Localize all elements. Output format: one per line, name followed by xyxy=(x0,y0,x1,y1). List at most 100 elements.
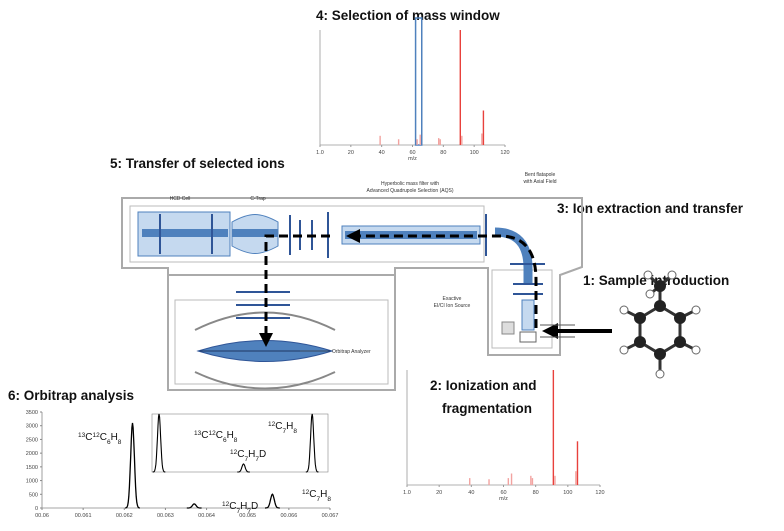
step-title: 6: Orbitrap analysis xyxy=(8,388,134,403)
formula: 13C12C6H8 xyxy=(194,430,238,444)
formula-part: C xyxy=(229,501,236,512)
part-label: Bent flatapole xyxy=(525,172,556,178)
formula-part: 6 xyxy=(223,437,227,444)
part-label: HCD Cell xyxy=(170,196,191,202)
formula-part: 12 xyxy=(302,489,310,496)
part-label: EI/CI Ion Source xyxy=(434,303,471,309)
formula: 12C7H8 xyxy=(302,489,331,503)
formula: 13C12C6H8 xyxy=(78,432,122,446)
x-tick-label: 00.063 xyxy=(157,513,174,519)
molecule xyxy=(619,270,701,379)
part-label: Exactive xyxy=(443,296,462,302)
formula-part: H xyxy=(286,421,293,432)
formula-part: 7 xyxy=(236,508,240,515)
step-title: 3: Ion extraction and transfer xyxy=(557,201,744,216)
instrument xyxy=(121,197,612,391)
x-tick-label: 00.06 xyxy=(35,513,49,519)
formula-part: 6 xyxy=(107,439,111,446)
formula-part: D xyxy=(259,449,266,460)
x-tick-label: 1.0 xyxy=(403,490,411,496)
formula-part: 12 xyxy=(268,421,276,428)
x-tick-label: 120 xyxy=(595,490,604,496)
x-tick-label: 20 xyxy=(348,150,354,156)
y-tick-label: 1000 xyxy=(26,479,38,485)
y-tick-label: 3500 xyxy=(26,410,38,416)
mass-window xyxy=(414,17,423,146)
y-tick-label: 0 xyxy=(35,506,38,512)
formula: 12C7H7D xyxy=(230,449,266,463)
x-tick-label: 80 xyxy=(440,150,446,156)
x-tick-label: 60 xyxy=(500,490,506,496)
part-label: Hyperbolic mass filter with xyxy=(381,181,439,187)
formula-part: C xyxy=(275,421,282,432)
part-label: Orbitrap Analyzer xyxy=(332,349,371,355)
y-tick-label: 2000 xyxy=(26,451,38,457)
x-axis-label: m/z xyxy=(408,156,417,162)
formula-part: C xyxy=(85,432,92,443)
formula-part: C xyxy=(237,449,244,460)
y-tick-label: 500 xyxy=(29,492,38,498)
formula-part: 8 xyxy=(327,496,331,503)
inset-peak xyxy=(305,413,319,473)
formula-part: C xyxy=(100,432,107,443)
spectrum-frame xyxy=(319,30,505,146)
step-title: 4: Selection of mass window xyxy=(316,8,500,23)
part-label: with Axial Field xyxy=(523,179,556,185)
x-tick-label: 00.061 xyxy=(75,513,92,519)
x-tick-label: 60 xyxy=(409,150,415,156)
x-tick-label: 00.066 xyxy=(280,513,297,519)
formula-part: 13 xyxy=(194,430,202,437)
formula-part: 8 xyxy=(293,428,297,435)
inset-peak xyxy=(152,413,166,473)
step-title: 5: Transfer of selected ions xyxy=(110,156,285,171)
formula-part: 12 xyxy=(230,449,238,456)
formula-part: 7 xyxy=(282,428,286,435)
peak xyxy=(124,422,141,509)
formula-part: H xyxy=(227,430,234,441)
formula-part: C xyxy=(309,489,316,500)
y-tick-label: 1500 xyxy=(26,465,38,471)
formula-part: C xyxy=(201,430,208,441)
formula-part: 7 xyxy=(255,456,259,463)
formula-part: 13 xyxy=(78,432,86,439)
formula-part: H xyxy=(111,432,118,443)
x-tick-label: 00.064 xyxy=(198,513,215,519)
formula-part: 8 xyxy=(118,439,122,446)
y-tick-label: 2500 xyxy=(26,437,38,443)
x-axis-label: m/z xyxy=(499,496,508,502)
formula-part: 12 xyxy=(208,430,216,437)
formula: 12C7H8 xyxy=(268,421,297,435)
formula-part: 12 xyxy=(222,501,230,508)
x-tick-label: 00.065 xyxy=(239,513,256,519)
formula-part: 8 xyxy=(234,437,238,444)
formula-part: 12 xyxy=(92,432,100,439)
formula-part: 7 xyxy=(247,508,251,515)
step-title: fragmentation xyxy=(442,401,532,416)
x-tick-label: 100 xyxy=(563,490,572,496)
x-tick-label: 80 xyxy=(533,490,539,496)
inset-peak xyxy=(237,463,250,473)
formula-part: 7 xyxy=(244,456,248,463)
part-label: C-Trap xyxy=(250,196,266,202)
formula-part: 7 xyxy=(316,496,320,503)
x-tick-label: 20 xyxy=(436,490,442,496)
x-tick-label: 00.062 xyxy=(116,513,133,519)
x-tick-label: 40 xyxy=(468,490,474,496)
formula-part: D xyxy=(251,501,258,512)
x-tick-label: 1.0 xyxy=(316,150,324,156)
step-title: 2: Ionization and xyxy=(430,378,537,393)
inset-frame xyxy=(151,413,329,473)
part-label: Advanced Quadrupole Selection (AQS) xyxy=(367,188,454,194)
y-tick-label: 3000 xyxy=(26,424,38,430)
x-tick-label: 120 xyxy=(500,150,509,156)
x-tick-label: 00.067 xyxy=(322,513,339,519)
formula: 12C7H7D xyxy=(222,501,258,515)
x-tick-label: 40 xyxy=(379,150,385,156)
x-tick-label: 100 xyxy=(470,150,479,156)
formula-part: H xyxy=(248,449,255,460)
peak xyxy=(186,503,202,509)
peak xyxy=(265,493,280,509)
formula-part: C xyxy=(216,430,223,441)
formula-part: H xyxy=(320,489,327,500)
